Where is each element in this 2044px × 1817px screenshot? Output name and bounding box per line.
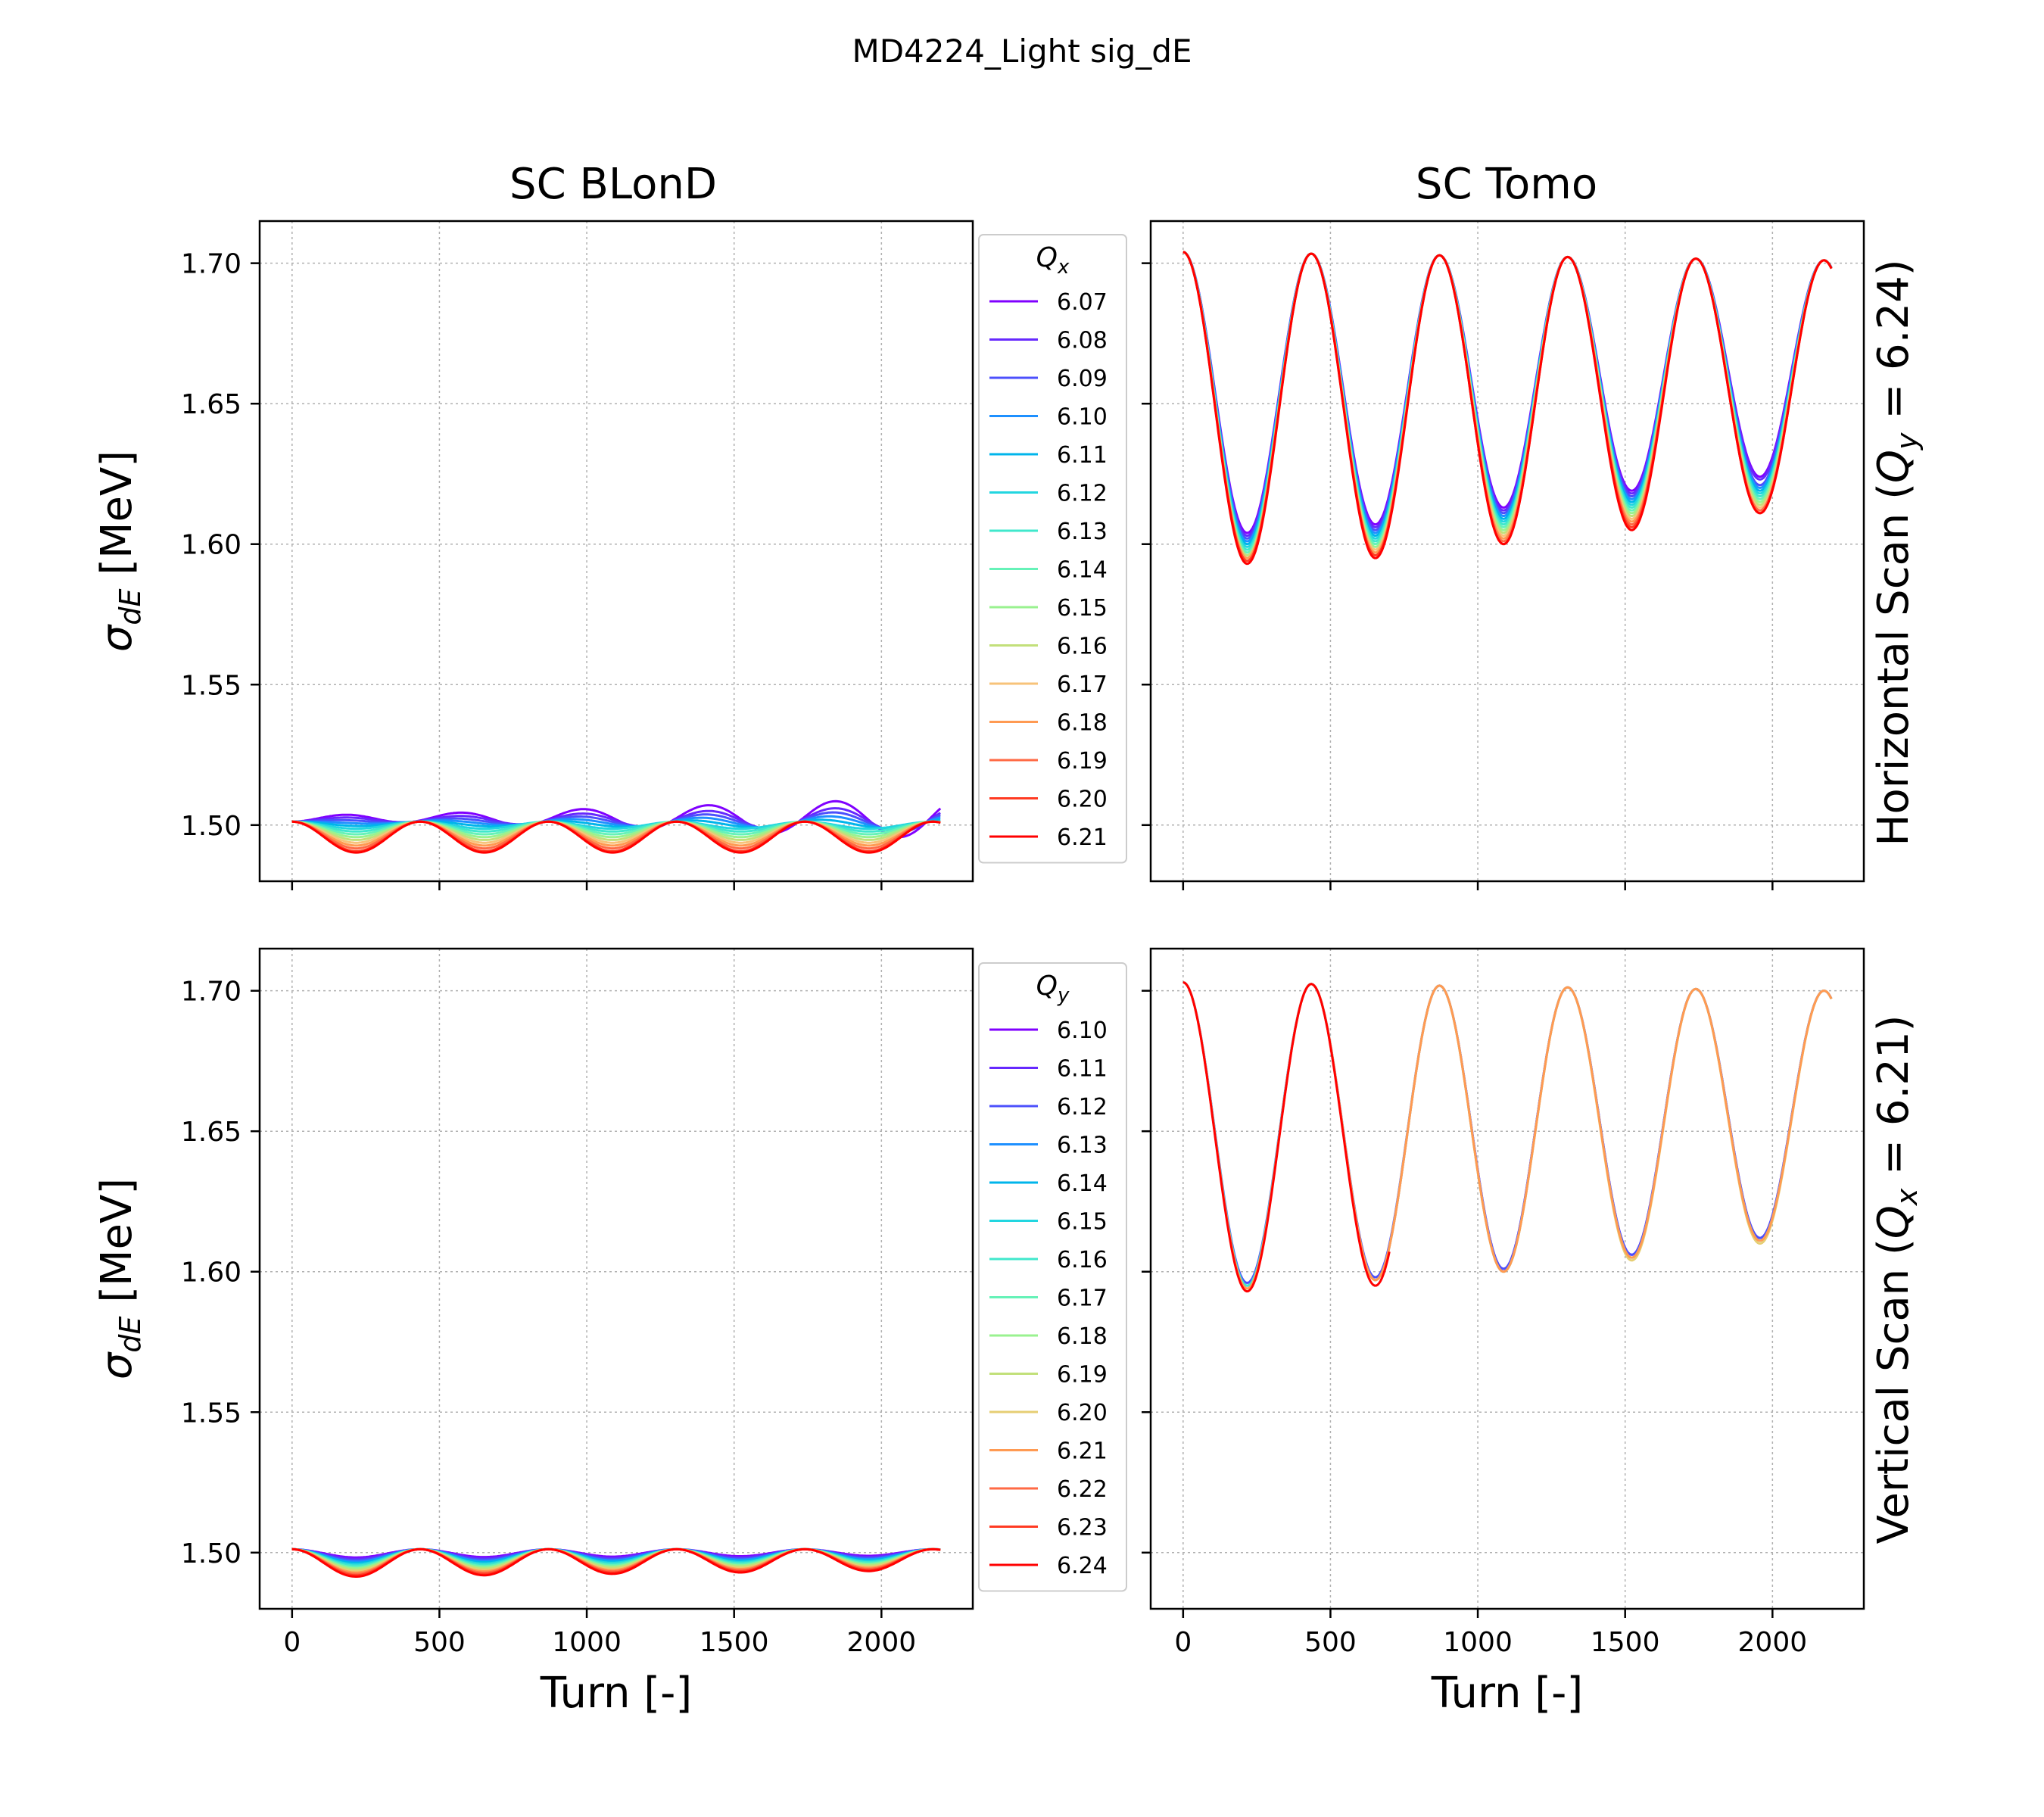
legend-label: 6.14 xyxy=(1057,1170,1108,1197)
legend-label: 6.21 xyxy=(1057,824,1108,851)
legend-label: 6.14 xyxy=(1057,557,1108,584)
legend-label: 6.22 xyxy=(1057,1476,1108,1503)
series-line-6.24 xyxy=(291,1547,941,1578)
series-line-6.21 xyxy=(291,820,941,854)
legend-label: 6.16 xyxy=(1057,634,1108,660)
legend-label: 6.10 xyxy=(1057,1018,1108,1044)
legend-label: 6.12 xyxy=(1057,481,1108,507)
y-axis-label: σdE [MeV] xyxy=(92,450,147,652)
legend-box xyxy=(978,234,1127,864)
legend-label: 6.19 xyxy=(1057,748,1108,774)
y-tick-label: 1.70 xyxy=(181,249,241,280)
x-tick-label: 1000 xyxy=(1443,1627,1513,1658)
legend-label: 6.08 xyxy=(1057,328,1108,354)
x-tick-label: 1000 xyxy=(552,1627,622,1658)
figure-title: MD4224_Light sig_dE xyxy=(852,33,1192,70)
legend-label: 6.20 xyxy=(1057,1400,1108,1426)
legend-label: 6.20 xyxy=(1057,787,1108,813)
legend-label: 6.09 xyxy=(1057,366,1108,392)
panel-blond-vertical: 0 500 1000 1500 2000 1.50 1.55 1.60 1.65 1.70 Turn… xyxy=(92,947,974,1718)
legend-label: 6.16 xyxy=(1057,1247,1108,1273)
legend-label: 6.15 xyxy=(1057,1209,1108,1236)
axes-frame xyxy=(1149,947,1865,1610)
y-axis-label: σdE [MeV] xyxy=(92,1178,147,1379)
y-tick-label: 1.50 xyxy=(181,1538,241,1569)
x-tick-label: 0 xyxy=(283,1627,301,1658)
x-tick-label: 1500 xyxy=(700,1627,769,1658)
legend-label: 6.19 xyxy=(1057,1362,1108,1388)
series-line-6.24 xyxy=(1182,981,1391,1293)
x-tick-label: 2000 xyxy=(1738,1627,1808,1658)
column-title-blond: SC BLonD xyxy=(509,160,717,209)
legend-label: 6.21 xyxy=(1057,1438,1108,1465)
panel-tomo-horizontal xyxy=(1142,220,1865,890)
legend-label: 6.17 xyxy=(1057,672,1108,698)
y-tick-label: 1.60 xyxy=(181,1258,241,1289)
x-tick-label: 1500 xyxy=(1591,1627,1660,1658)
legend-label: 6.24 xyxy=(1057,1553,1108,1579)
legend-title: Qy xyxy=(1036,971,1070,1007)
y-tick-label: 1.65 xyxy=(181,1117,241,1148)
x-tick-label: 500 xyxy=(1304,1627,1357,1658)
y-tick-label: 1.60 xyxy=(181,530,241,561)
row-label-vertical: Vertical Scan (Qx = 6.21) xyxy=(1869,1015,1924,1544)
legend-label: 6.12 xyxy=(1057,1094,1108,1120)
legend-label: 6.11 xyxy=(1057,442,1108,469)
panel-blond-horizontal: 1.50 1.55 1.60 1.65 1.70 σdE [MeV] xyxy=(92,220,974,890)
x-axis-label: Turn [-] xyxy=(1431,1669,1583,1718)
legend-qy: Qy 6.10 6.11 6.12 6.13 6.14 6.15 6.16 6.17 6.18 6.… xyxy=(978,962,1127,1592)
x-axis-label: Turn [-] xyxy=(540,1669,692,1718)
legend-label: 6.18 xyxy=(1057,710,1108,737)
legend-title: Qx xyxy=(1036,242,1070,279)
row-label-horizontal: Horizontal Scan (Qy = 6.24) xyxy=(1869,259,1924,846)
legend-label: 6.18 xyxy=(1057,1323,1108,1350)
legend-label: 6.13 xyxy=(1057,519,1108,545)
series-line-6.21 xyxy=(1182,251,1833,566)
x-tick-label: 2000 xyxy=(847,1627,917,1658)
y-tick-label: 1.55 xyxy=(181,670,241,701)
axes-frame xyxy=(1149,220,1865,883)
legend-label: 6.10 xyxy=(1057,404,1108,431)
x-tick-label: 0 xyxy=(1174,1627,1192,1658)
y-tick-label: 1.55 xyxy=(181,1398,241,1429)
panel-tomo-vertical: 0 500 1000 1500 2000 Turn [-] xyxy=(1142,947,1865,1718)
legend-label: 6.23 xyxy=(1057,1515,1108,1541)
legend-label: 6.07 xyxy=(1057,289,1108,316)
axes-frame xyxy=(258,947,974,1610)
legend-box xyxy=(978,962,1127,1592)
y-tick-label: 1.50 xyxy=(181,811,241,842)
y-tick-label: 1.70 xyxy=(181,977,241,1008)
legend-label: 6.11 xyxy=(1057,1056,1108,1083)
y-tick-label: 1.65 xyxy=(181,389,241,420)
legend-label: 6.13 xyxy=(1057,1133,1108,1159)
legend-label: 6.17 xyxy=(1057,1286,1108,1312)
legend-qx: Qx 6.07 6.08 6.09 6.10 6.11 6.12 6.13 6.14 6.15 6.… xyxy=(978,234,1127,864)
x-tick-label: 500 xyxy=(413,1627,466,1658)
axes-frame xyxy=(258,220,974,883)
column-title-tomo: SC Tomo xyxy=(1416,160,1597,209)
legend-label: 6.15 xyxy=(1057,595,1108,622)
